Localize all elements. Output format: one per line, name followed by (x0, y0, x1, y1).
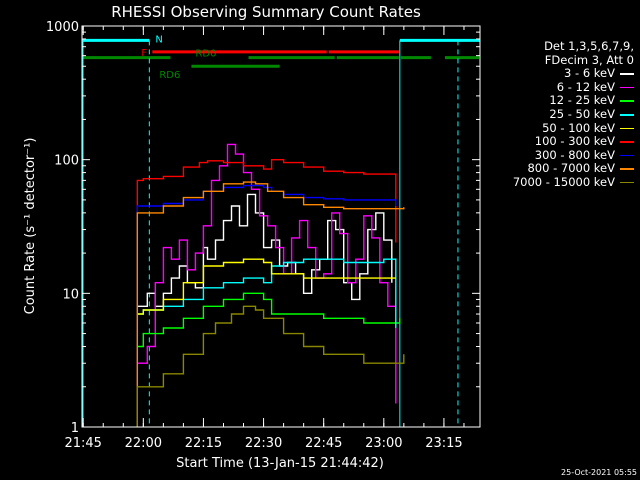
legend-header-line-2: FDecim 3, Att 0 (544, 52, 634, 67)
legend-entry-label: 7000 - 15000 keV (512, 174, 615, 189)
series-line-9 (136, 305, 405, 427)
x-tick-label: 23:15 (425, 436, 462, 451)
plot-frame (81, 25, 481, 428)
chart-title: RHESSI Observing Summary Count Rates (111, 3, 421, 21)
legend-swatch (620, 181, 634, 184)
series-line-7 (136, 184, 397, 427)
series-line-5 (136, 258, 396, 427)
legend-entry-label: 800 - 7000 keV (527, 161, 615, 176)
x-tick-label: 22:00 (125, 436, 162, 451)
rd0-flag-label: RD0 (195, 49, 216, 60)
series-line-8 (136, 181, 405, 427)
legend-swatch (620, 73, 634, 75)
legend: Det 1,3,5,6,7,9, FDecim 3, Att 0 3 - 6 k… (478, 39, 634, 190)
legend-entry: 7000 - 15000 keV (478, 174, 634, 190)
y-axis: 1 10 100 1000 (46, 20, 480, 436)
legend-swatch (620, 114, 634, 116)
legend-entry-label: 100 - 300 keV (534, 134, 615, 149)
series-line-3 (136, 292, 401, 427)
series-group (136, 143, 405, 427)
annotation-bars: NF RD0 RD6 (82, 34, 480, 427)
legend-entry: 25 - 50 keV (478, 106, 634, 122)
legend-entry-label: 12 - 25 keV (549, 93, 615, 108)
n-flag-label: N (155, 34, 162, 45)
legend-entry: 800 - 7000 keV (478, 162, 634, 176)
legend-swatch (620, 154, 634, 157)
legend-entry-label: 3 - 6 keV (564, 66, 615, 81)
x-tick-label: 21:45 (64, 436, 101, 451)
legend-swatch (620, 100, 634, 102)
y-tick-label: 100 (54, 154, 79, 169)
legend-entry-label: 6 - 12 keV (556, 79, 615, 94)
x-tick-label: 22:30 (245, 436, 282, 451)
y-tick-label: 10 (62, 287, 79, 302)
x-axis-label: Start Time (13-Jan-15 21:44:42) (176, 456, 384, 471)
f-flag-label: F (141, 48, 147, 59)
legend-entry: 3 - 6 keV (478, 67, 634, 81)
legend-entry-label: 300 - 800 keV (534, 147, 615, 162)
legend-entry: 12 - 25 keV (478, 94, 634, 108)
x-tick-label: 23:00 (365, 436, 402, 451)
x-tick-label: 22:45 (305, 436, 342, 451)
legend-entry: 300 - 800 keV (478, 147, 634, 163)
legend-header-line-1: Det 1,3,5,6,7,9, (544, 39, 634, 53)
legend-entry: 100 - 300 keV (478, 135, 634, 149)
y-tick-label: 1 (71, 421, 79, 436)
legend-entry-label: 25 - 50 keV (549, 106, 615, 121)
y-axis-label: Count Rate (s⁻¹ detector⁻¹) (23, 138, 38, 315)
legend-entry-label: 50 - 100 keV (542, 120, 615, 135)
rd6-flag-label: RD6 (159, 70, 180, 81)
legend-entries: 3 - 6 keV 6 - 12 keV 12 - 25 keV 25 - 50 ke… (478, 67, 634, 189)
legend-swatch (620, 86, 634, 89)
generated-timestamp: 25-Oct-2021 05:55 (561, 468, 637, 477)
x-tick-label: 22:15 (185, 436, 222, 451)
legend-swatch (620, 127, 634, 130)
series-line-6 (136, 159, 397, 427)
series-line-1 (136, 193, 393, 427)
legend-entry: 50 - 100 keV (478, 120, 634, 136)
y-tick-label: 1000 (46, 20, 79, 35)
legend-swatch (620, 141, 634, 143)
series-line-4 (136, 258, 397, 427)
legend-entry: 6 - 12 keV (478, 79, 634, 95)
x-axis: 21:45 22:00 22:15 22:30 22:45 23:00 23:15 (64, 26, 465, 451)
legend-swatch (620, 168, 634, 170)
